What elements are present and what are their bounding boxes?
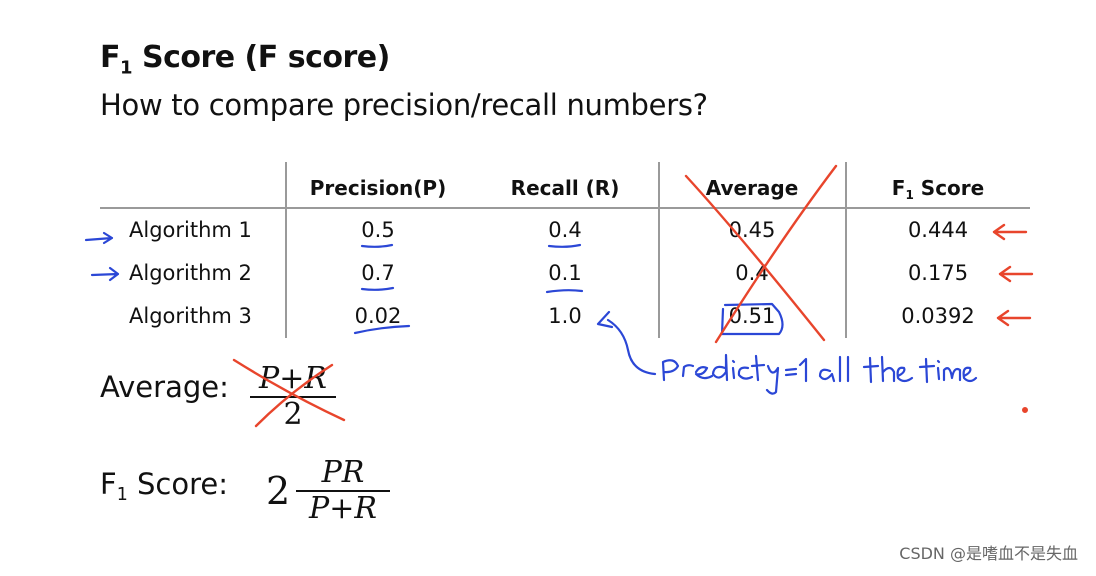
red-cross-mark: [232, 358, 346, 422]
underline-mark: [547, 243, 582, 248]
header-precision: Precision(P): [309, 176, 447, 200]
handwritten-note: [918, 357, 936, 384]
handwritten-note: [862, 356, 880, 384]
red-arrow-icon: [998, 265, 1034, 283]
box-mark: [720, 302, 784, 336]
cell-precision: 0.02: [354, 304, 402, 328]
handwritten-note: [750, 354, 766, 382]
average-formula-label: Average:: [100, 370, 229, 404]
underline-mark: [545, 289, 584, 294]
cell-f1: 0.444: [907, 218, 969, 242]
red-arrow-icon: [996, 309, 1032, 327]
fraction-bar: [250, 396, 336, 398]
table-column-divider: [658, 162, 660, 338]
underline-mark: [360, 286, 395, 291]
red-cross-mark: [254, 363, 334, 428]
blue-arrow-icon: [90, 266, 120, 282]
handwritten-note: [765, 364, 780, 395]
handwritten-note: [731, 359, 736, 380]
header-average: Average: [705, 176, 799, 200]
underline-mark: [353, 324, 411, 335]
handwritten-note: [896, 366, 914, 383]
cell-recall: 1.0: [548, 304, 582, 328]
handwritten-note: [942, 367, 962, 382]
cell-recall: 0.4: [548, 218, 582, 242]
handwritten-note: [711, 353, 729, 382]
f1-formula-label: F1 Score:: [100, 467, 228, 506]
f1-numerator: PR: [321, 455, 365, 490]
underline-mark: [360, 243, 394, 248]
header-recall: Recall (R): [510, 176, 620, 200]
handwritten-note: [694, 366, 714, 380]
handwritten-note: [818, 368, 836, 383]
curved-pointer-icon: [596, 310, 657, 376]
row-label-algorithm-2: Algorithm 2: [129, 261, 252, 285]
cell-recall: 0.1: [548, 261, 582, 285]
f1-formula: PR P+R: [296, 457, 390, 525]
table-column-divider: [845, 162, 847, 338]
handwritten-note: [962, 366, 978, 383]
slide-subtitle: How to compare precision/recall numbers?: [100, 88, 708, 122]
table-column-divider: [285, 162, 287, 338]
red-cross-mark: [714, 164, 838, 344]
fraction-bar: [296, 490, 390, 492]
table-header-divider: [100, 207, 1030, 209]
red-dot-mark: [1022, 407, 1029, 414]
watermark: CSDN @是嗜血不是失血: [899, 544, 1078, 563]
handwritten-note: [661, 359, 680, 382]
average-numerator: P+R: [259, 361, 327, 396]
handwritten-note: [936, 359, 941, 381]
handwritten-note: [798, 357, 808, 383]
average-formula: P+R 2: [250, 363, 336, 431]
handwritten-note: [880, 355, 896, 383]
red-arrow-icon: [992, 223, 1028, 241]
slide-title: F1 Score (F score): [100, 40, 390, 79]
f1-coefficient: 2: [266, 469, 291, 513]
handwritten-note: [681, 364, 695, 378]
red-cross-mark: [684, 174, 826, 342]
f1-denominator: P+R: [309, 490, 377, 526]
row-label-algorithm-3: Algorithm 3: [129, 304, 252, 328]
cell-precision: 0.7: [361, 261, 395, 285]
handwritten-note: [838, 355, 850, 383]
header-f1-score: F1 Score: [891, 176, 985, 203]
row-label-algorithm-1: Algorithm 1: [129, 218, 252, 242]
cell-f1: 0.175: [907, 261, 969, 285]
handwritten-note: [737, 366, 754, 380]
cell-precision: 0.5: [361, 218, 395, 242]
average-denominator: 2: [283, 396, 303, 432]
handwritten-note: [784, 367, 798, 377]
blue-arrow-icon: [84, 231, 114, 245]
cell-f1: 0.0392: [901, 304, 975, 328]
cell-average: 0.45: [728, 218, 776, 242]
